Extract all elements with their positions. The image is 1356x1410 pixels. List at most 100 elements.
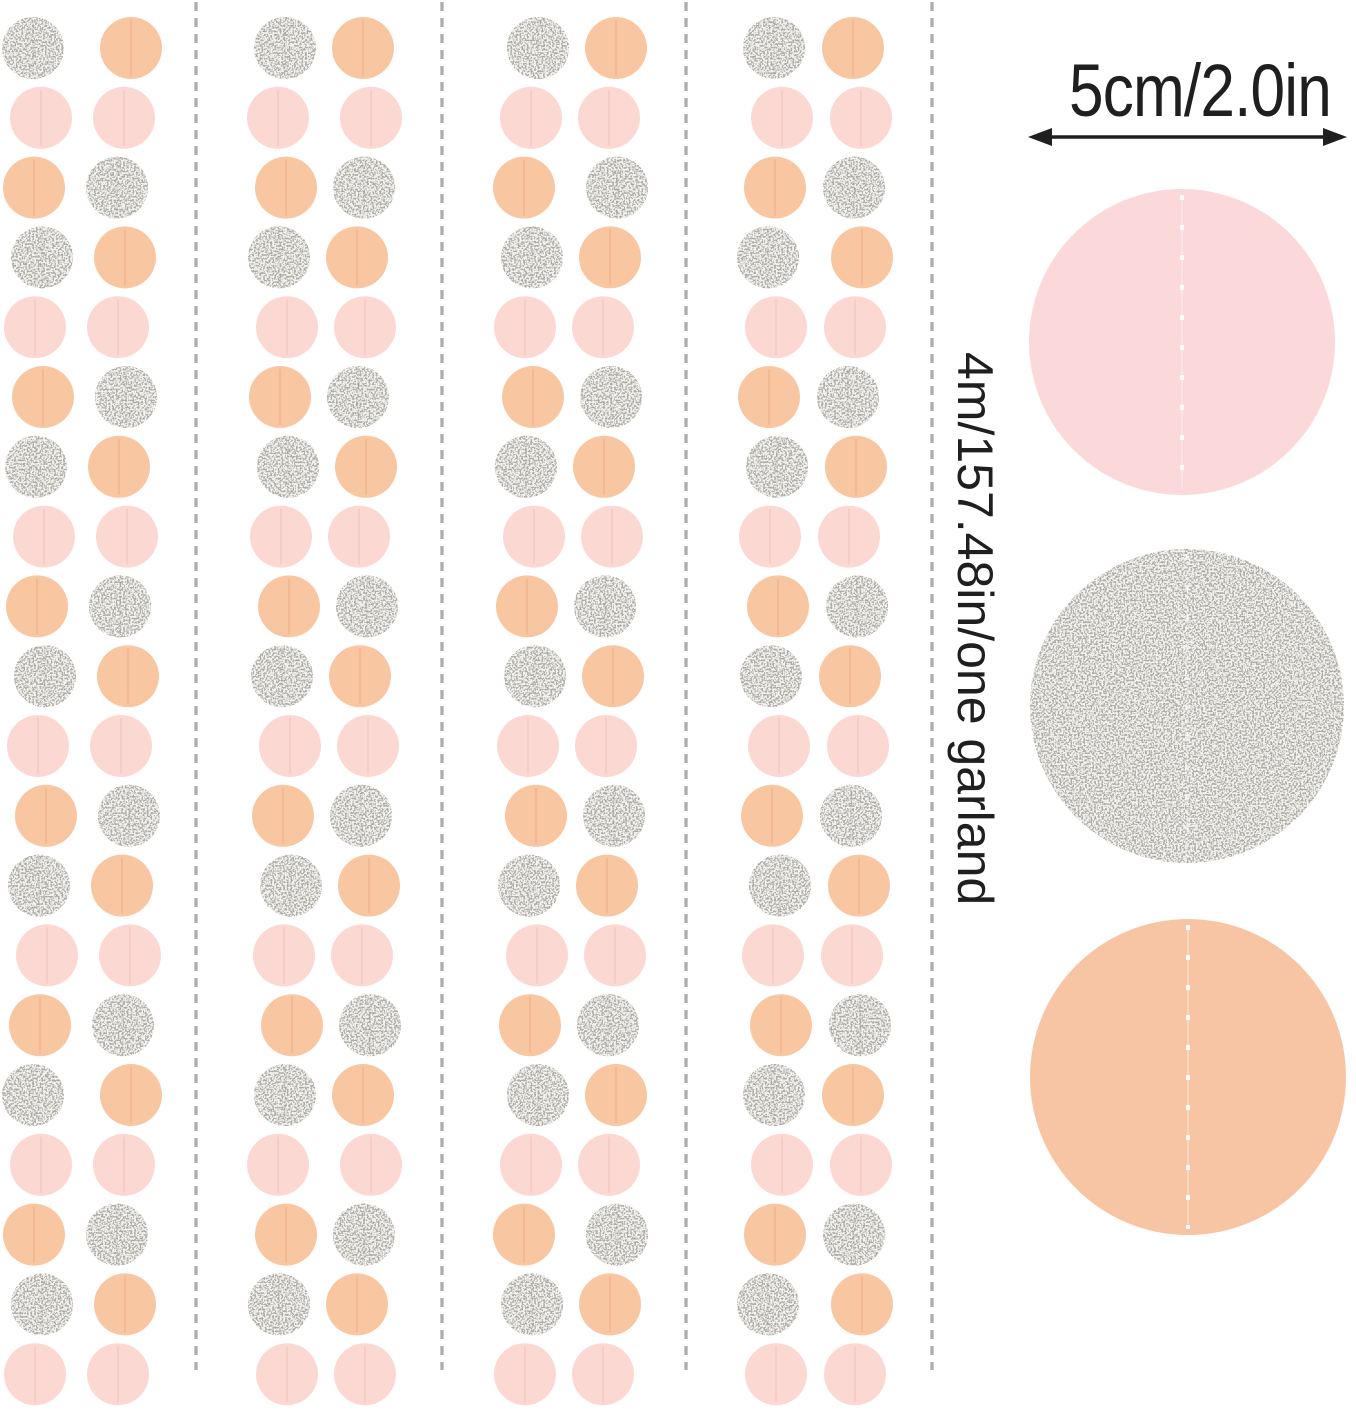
garland-dot — [575, 715, 637, 777]
garland-dot — [251, 645, 313, 708]
garland-dot — [258, 575, 320, 638]
garland-dot — [576, 854, 638, 917]
garland-dot — [579, 226, 641, 289]
garland-dot — [582, 645, 644, 708]
garland-dot — [100, 17, 162, 79]
garland-dot — [748, 715, 810, 777]
garland-dot — [827, 715, 889, 777]
garland-dot — [821, 924, 883, 987]
garland-dot — [7, 715, 69, 777]
garland-dot — [500, 1133, 562, 1196]
garland-dot — [5, 435, 67, 498]
garland-dot — [329, 645, 391, 708]
garland-dot — [494, 296, 556, 359]
garland-dot — [507, 1064, 569, 1126]
garland-dot — [253, 924, 315, 987]
garland-dot — [93, 1133, 155, 1196]
garland-dot — [584, 924, 646, 987]
garland-dot — [99, 924, 161, 987]
garland-dot — [828, 854, 890, 917]
garland-dot — [818, 505, 880, 568]
garland-dot — [332, 1064, 394, 1126]
garland-dot — [328, 505, 390, 568]
garland-dot — [744, 1203, 806, 1266]
garland-dot — [586, 156, 648, 219]
garland-dot — [737, 1273, 799, 1336]
garland-dot — [88, 435, 150, 498]
garland-dot — [830, 1133, 892, 1196]
garland-dot — [95, 366, 157, 428]
garland-dot — [87, 1343, 149, 1406]
garland-dot — [822, 17, 884, 79]
garland-dot — [96, 505, 158, 568]
garland-dot — [16, 924, 78, 987]
garland-dot — [248, 226, 310, 289]
garland-dot — [493, 1203, 555, 1266]
garland-dot — [255, 1203, 317, 1266]
garland-dot — [2, 17, 64, 79]
garland-dot — [751, 1133, 813, 1196]
garland-dot — [738, 366, 800, 428]
garland-dot — [743, 1064, 805, 1126]
garland-dot — [750, 994, 812, 1057]
garland-dot — [747, 575, 809, 638]
garland-dot — [498, 854, 560, 917]
garland-dot — [830, 86, 892, 149]
garland-dot — [493, 156, 555, 219]
garland-dot — [260, 854, 322, 917]
garland-dot — [326, 226, 388, 289]
garland-dot — [500, 86, 562, 149]
garland-dot — [4, 296, 66, 359]
garland-dot — [13, 505, 75, 568]
garland-dot — [739, 505, 801, 568]
swatch-circles — [1029, 189, 1346, 1235]
garland-dot — [751, 86, 813, 149]
garland-dot — [825, 435, 887, 498]
garland-dot — [10, 86, 72, 149]
garland-dot — [86, 156, 148, 219]
garland-dot — [743, 17, 805, 79]
garland-dot — [578, 1133, 640, 1196]
garland-dot — [506, 924, 568, 987]
garland-dot — [745, 296, 807, 359]
garland-dot — [339, 994, 401, 1057]
garland-dot — [9, 994, 71, 1057]
garland-strips — [2, 17, 893, 1406]
garland-dot — [327, 366, 389, 428]
garland-dot — [8, 854, 70, 917]
garland-dot — [581, 505, 643, 568]
garland-dot — [255, 156, 317, 219]
garland-dot — [580, 366, 642, 428]
garland-dot — [578, 86, 640, 149]
garland-dot — [2, 1064, 64, 1126]
garland-dot — [93, 86, 155, 149]
garland-dot — [823, 1203, 885, 1266]
garland-dot — [749, 854, 811, 917]
garland-dot — [3, 1203, 65, 1266]
garland-dot — [501, 226, 563, 289]
garland-dot — [507, 17, 569, 79]
garland-dot — [247, 1133, 309, 1196]
garland-dot — [91, 854, 153, 917]
garland-dot — [340, 86, 402, 149]
garland-dot — [340, 1133, 402, 1196]
garland-dot — [334, 1343, 396, 1406]
garland-dot — [90, 715, 152, 777]
garland-dot — [820, 784, 882, 847]
garland-dot — [741, 784, 803, 847]
garland-dot — [824, 296, 886, 359]
garland-dot — [250, 505, 312, 568]
garland-dot — [98, 784, 160, 847]
garland-dot — [14, 645, 76, 708]
garland-dot — [746, 435, 808, 498]
garland-dot — [249, 366, 311, 428]
garland-dot — [87, 296, 149, 359]
garland-dot — [740, 645, 802, 708]
garland-dot — [4, 1343, 66, 1406]
garland-dot — [256, 1343, 318, 1406]
garland-dot — [574, 575, 636, 638]
garland-dot — [254, 1064, 316, 1126]
arrow-head-left — [1028, 128, 1052, 146]
